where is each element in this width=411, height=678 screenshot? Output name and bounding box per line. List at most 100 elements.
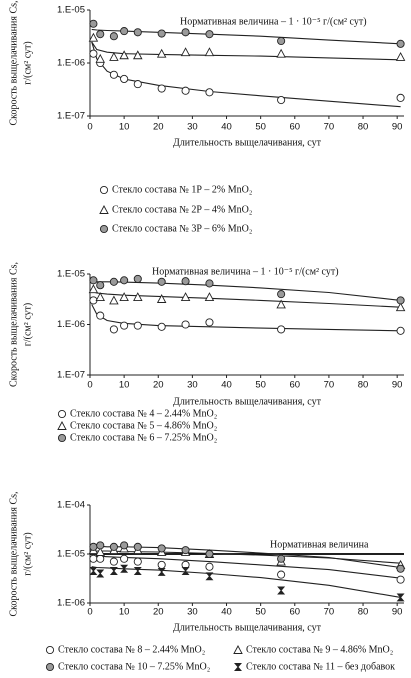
legend-marker <box>57 433 67 443</box>
marker <box>277 554 286 563</box>
marker <box>109 567 118 575</box>
marker <box>205 572 214 581</box>
x-tick-label: 70 <box>324 122 335 133</box>
x-tick-label: 40 <box>221 607 232 618</box>
marker <box>156 294 167 303</box>
marker <box>96 554 105 563</box>
marker <box>109 277 118 286</box>
marker <box>395 302 406 312</box>
marker <box>181 86 190 95</box>
marker <box>157 560 166 569</box>
marker <box>120 27 129 36</box>
marker <box>205 318 214 327</box>
marker <box>181 320 190 329</box>
marker <box>96 541 105 550</box>
marker <box>109 542 118 551</box>
legend-marker <box>45 645 55 655</box>
marker <box>396 564 405 573</box>
y-axis-label: г/(см² сут) <box>22 532 33 575</box>
x-tick-label: 0 <box>87 607 92 618</box>
legend-label: Стекло состава № 4 – 2.44% MnO₂ <box>70 408 217 419</box>
x-tick-label: 10 <box>119 607 130 618</box>
marker <box>205 549 214 559</box>
legend-label: Стекло состава № 8 – 2.44% MnO₂ <box>58 644 205 655</box>
marker <box>133 557 142 566</box>
marker <box>157 84 166 93</box>
annotation: Нормативная величина – 1 · 10⁻⁵ г/(см² с… <box>152 266 339 277</box>
x-tick-label: 40 <box>221 380 232 391</box>
y-axis-label: г/(см² сут) <box>22 303 33 346</box>
x-tick-label: 20 <box>153 122 164 133</box>
marker <box>277 290 286 299</box>
marker <box>89 542 98 551</box>
marker <box>88 32 99 42</box>
y-tick-label: 1.E-05 <box>57 549 85 560</box>
x-tick-label: 30 <box>187 607 198 618</box>
fit-line <box>91 566 401 598</box>
marker <box>205 88 214 97</box>
marker <box>133 274 142 283</box>
legend-label: Стекло состава № 6 – 7.25% MnO₂ <box>70 432 217 443</box>
marker <box>120 554 129 563</box>
legend-marker <box>234 663 242 671</box>
marker <box>89 49 98 58</box>
x-tick-label: 70 <box>324 380 335 391</box>
marker <box>276 299 286 309</box>
x-tick-label: 20 <box>153 607 164 618</box>
x-tick-label: 60 <box>289 380 300 391</box>
marker <box>277 325 286 334</box>
x-tick-label: 50 <box>255 607 266 618</box>
marker <box>181 546 190 555</box>
x-tick-label: 20 <box>153 380 164 391</box>
y-axis-label: Скорость выщелачивания Cs, <box>8 0 19 125</box>
marker <box>396 593 405 602</box>
chart: 1.E-05 1.E-06 1.E-070 10 20 30 40 50 60 70 80 90 Дли… <box>8 262 406 443</box>
y-tick-label: 1.E-07 <box>57 111 85 122</box>
x-tick-label: 90 <box>392 607 403 618</box>
marker <box>120 276 129 285</box>
x-tick-label: 80 <box>358 607 369 618</box>
legend-marker <box>57 421 67 430</box>
marker <box>205 279 214 288</box>
marker <box>396 575 405 584</box>
marker <box>109 70 118 79</box>
y-tick-label: 1.E-06 <box>57 319 85 330</box>
legend-marker <box>99 205 109 214</box>
marker <box>396 39 405 48</box>
marker <box>396 296 405 305</box>
x-tick-label: 90 <box>392 122 403 133</box>
x-tick-label: 30 <box>187 122 198 133</box>
marker <box>277 36 286 46</box>
marker <box>133 321 142 330</box>
marker <box>133 28 142 37</box>
marker <box>204 292 215 301</box>
marker <box>133 80 142 89</box>
marker <box>133 50 143 60</box>
x-tick-label: 70 <box>324 607 335 618</box>
marker <box>396 326 405 335</box>
marker <box>120 564 129 573</box>
marker <box>157 568 166 576</box>
x-tick-label: 0 <box>87 380 92 391</box>
marker <box>157 277 166 286</box>
legend-label: Стекло состава № 1Р – 2% MnO₂ <box>112 184 252 195</box>
marker <box>96 30 105 39</box>
marker <box>109 32 118 41</box>
marker <box>120 74 129 84</box>
marker <box>95 547 105 556</box>
marker <box>119 50 129 60</box>
marker <box>180 292 191 301</box>
marker <box>277 586 286 595</box>
marker <box>133 292 143 301</box>
marker <box>109 52 119 61</box>
x-tick-label: 50 <box>255 380 266 391</box>
y-tick-label: 1.E-05 <box>57 269 85 280</box>
marker <box>119 292 129 301</box>
legend-label: Стекло состава № 2Р – 4% MnO₂ <box>112 204 252 215</box>
chart: 1.E-05 1.E-06 1.E-070 10 20 30 40 50 60 70 80 90 Дли… <box>8 0 406 234</box>
marker <box>277 570 286 579</box>
marker <box>181 28 190 37</box>
y-tick-label: 1.E-06 <box>57 598 85 609</box>
marker <box>204 47 215 57</box>
